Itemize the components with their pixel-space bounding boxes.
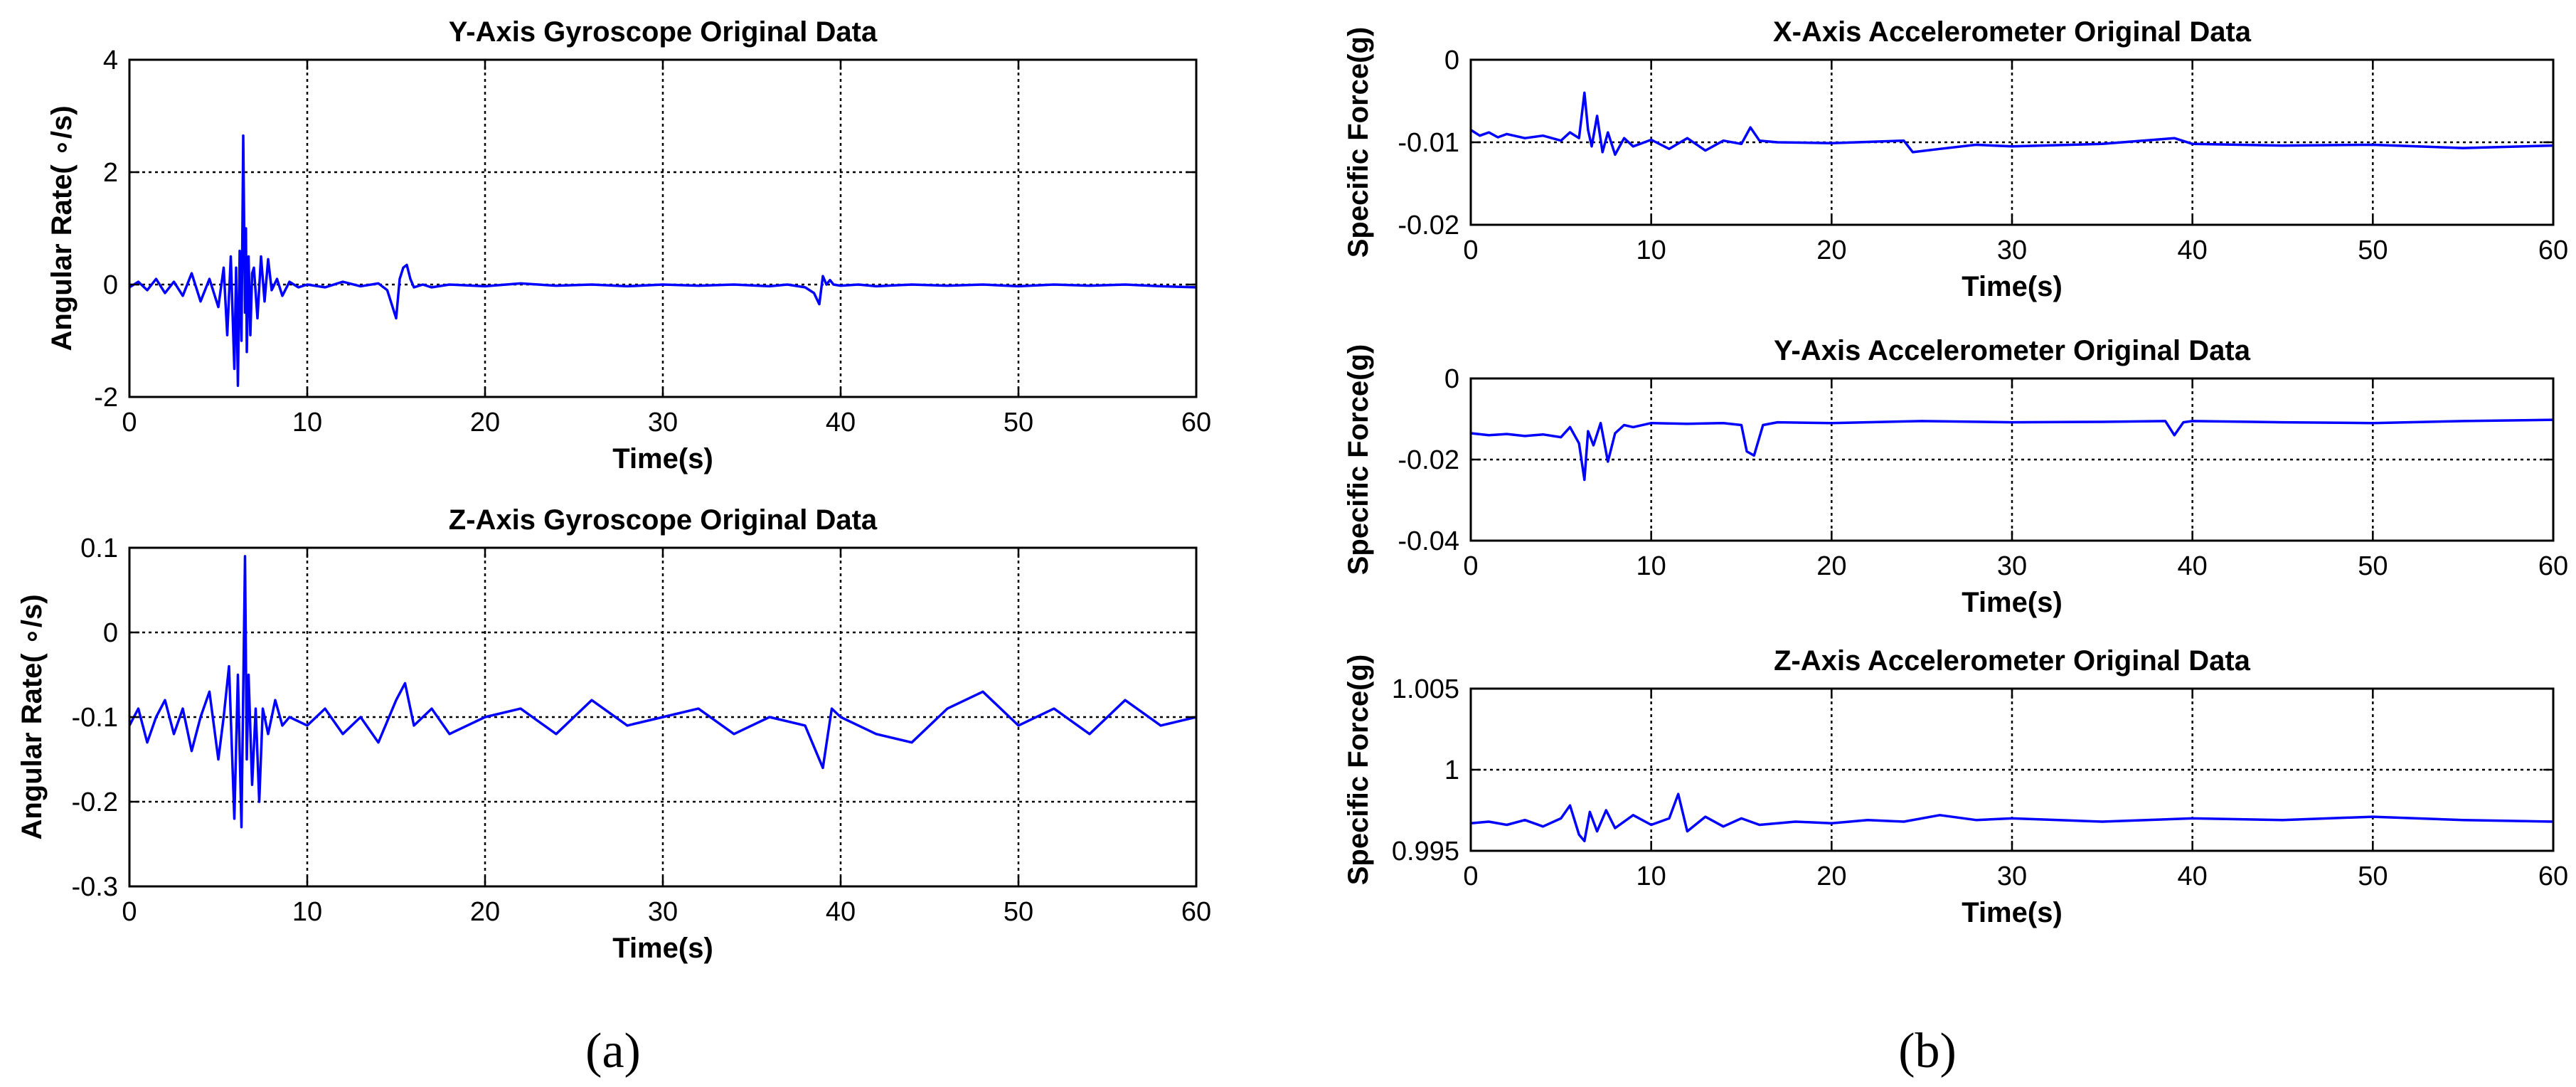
chart-2-xtick-label-5: 50 [2358,235,2388,265]
chart-0-xtick-label-1: 10 [292,408,322,438]
chart-2-xtick-label-6: 60 [2538,235,2568,265]
chart-1-xtick-label-3: 30 [648,897,678,927]
chart-3-ytick-label-1: -0.02 [1398,445,1459,475]
chart-1-xtick-label-5: 50 [1004,897,1033,927]
chart-4-xtick-label-0: 0 [1463,861,1478,891]
chart-0-ytick-label-2: 2 [103,158,118,188]
chart-2-xtick-label-1: 10 [1636,235,1666,265]
chart-4-title: Z-Axis Accelerometer Original Data [1774,645,2251,677]
chart-4-xtick-label-6: 60 [2538,861,2568,891]
chart-3-ytick-label-0: -0.04 [1398,526,1459,556]
chart-x-accel: 0 10 20 30 40 50 60 -0.02 -0.01 0 X-Axis Accelerom… [1343,16,2568,302]
chart-4-xtick-label-4: 40 [2178,861,2208,891]
chart-4-series-line-0 [1470,792,2554,843]
chart-2-ylabel: Specific Force(g) [1343,27,1374,258]
chart-3-xtick-label-0: 0 [1463,551,1478,581]
chart-0-ytick-label-1: 0 [103,270,118,300]
chart-2-xtick-label-3: 30 [1997,235,2027,265]
chart-2-ytick-label-1: -0.01 [1398,128,1459,158]
chart-0-xlabel: Time(s) [612,443,713,474]
chart-0-title: Y-Axis Gyroscope Original Data [449,16,878,48]
chart-3-xtick-label-5: 50 [2358,551,2388,581]
chart-1-ytick-label-2: -0.1 [72,703,118,733]
chart-0-series-line-0 [129,134,1197,387]
chart-2-xlabel: Time(s) [1962,271,2063,302]
chart-4-xlabel: Time(s) [1962,897,2063,928]
chart-4-xtick-label-5: 50 [2358,861,2388,891]
chart-1-series-line-0 [128,555,1197,829]
chart-0-xtick-label-5: 50 [1004,408,1033,438]
chart-3-xtick-label-3: 30 [1997,551,2027,581]
chart-z-accel: 0 10 20 30 40 50 60 0.995 1 1.005 Z-Axis Accelerom… [1343,645,2568,928]
chart-2-title: X-Axis Accelerometer Original Data [1773,16,2252,48]
chart-1-ytick-label-0: -0.3 [72,872,118,902]
chart-1-title: Z-Axis Gyroscope Original Data [449,504,878,536]
chart-4-ytick-label-1: 1 [1444,755,1459,785]
chart-3-series-line-0 [1470,418,2554,482]
chart-4-xtick-label-3: 30 [1997,861,2027,891]
chart-0-ytick-label-3: 4 [103,46,118,75]
chart-1-ytick-label-3: 0 [103,618,118,648]
chart-4-ytick-label-2: 1.005 [1392,674,1459,704]
chart-y-accel: 0 10 20 30 40 50 60 -0.04 -0.02 0 Y-Axis Accelerom… [1343,335,2568,618]
chart-4-xtick-label-1: 10 [1636,861,1666,891]
chart-1-xtick-label-6: 60 [1181,897,1211,927]
chart-0-xtick-label-3: 30 [648,408,678,438]
chart-1-ytick-label-1: -0.2 [72,788,118,817]
chart-3-xlabel: Time(s) [1962,587,2063,618]
chart-3-xtick-label-6: 60 [2538,551,2568,581]
chart-2-ytick-label-0: -0.02 [1398,211,1459,240]
chart-2-xtick-label-4: 40 [2178,235,2208,265]
chart-1-xtick-label-1: 10 [292,897,322,927]
chart-1-xtick-label-4: 40 [826,897,856,927]
chart-0-ytick-label-0: -2 [94,383,118,413]
chart-0-xtick-label-4: 40 [826,408,856,438]
panel-label-b: (b) [1898,1024,1957,1078]
chart-2-series-line-0 [1470,91,2554,157]
chart-3-xtick-label-2: 20 [1816,551,1846,581]
chart-3-xtick-label-1: 10 [1636,551,1666,581]
chart-1-xtick-label-2: 20 [470,897,500,927]
chart-3-ytick-label-2: 0 [1444,364,1459,394]
chart-3-ylabel: Specific Force(g) [1343,344,1374,576]
chart-2-xtick-label-0: 0 [1463,235,1478,265]
chart-1-xtick-label-0: 0 [122,897,137,927]
chart-0-xtick-label-2: 20 [470,408,500,438]
chart-z-gyro: 0 10 20 30 40 50 60 -0.3 -0.2 -0.1 0 0.1 Z-Axis Gyro… [16,504,1211,964]
chart-4-ylabel: Specific Force(g) [1343,654,1374,886]
chart-0-xtick-label-6: 60 [1181,408,1211,438]
chart-1-xlabel: Time(s) [612,933,713,964]
panel-label-a: (a) [585,1024,641,1078]
chart-4-ytick-label-0: 0.995 [1392,837,1459,866]
chart-1-ytick-label-4: 0.1 [80,534,118,563]
chart-3-xtick-label-4: 40 [2178,551,2208,581]
chart-3-title: Y-Axis Accelerometer Original Data [1774,335,2251,366]
chart-1-ylabel: Angular Rate( ∘/s) [16,594,48,839]
chart-2-ytick-label-2: 0 [1444,46,1459,75]
chart-4-xtick-label-2: 20 [1816,861,1846,891]
chart-0-xtick-label-0: 0 [122,408,137,438]
chart-0-ylabel: Angular Rate( ∘/s) [46,105,78,351]
chart-2-xtick-label-2: 20 [1816,235,1846,265]
